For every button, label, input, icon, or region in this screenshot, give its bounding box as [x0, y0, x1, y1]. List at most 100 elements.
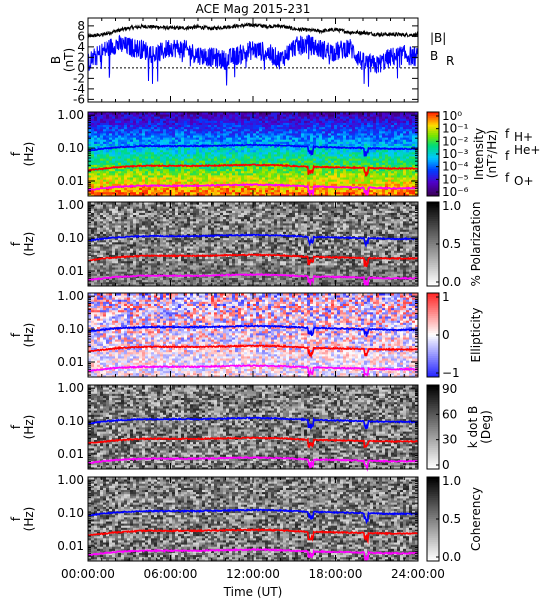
heatmap-cell [94, 124, 98, 128]
heatmap-cell [94, 170, 98, 174]
heatmap-cell [217, 187, 221, 191]
heatmap-cell [187, 162, 191, 165]
heatmap-cell [235, 181, 239, 184]
heatmap-cell [193, 151, 197, 155]
heatmap-cell [193, 189, 197, 193]
heatmap-cell [112, 143, 116, 146]
heatmap-cell [94, 179, 98, 182]
heatmap-cell [226, 137, 230, 140]
heatmap-cell [136, 124, 140, 128]
heatmap-cell [118, 181, 122, 184]
heatmap-cell [97, 139, 101, 142]
heatmap-cell [154, 143, 158, 146]
heatmap-cell [124, 139, 128, 142]
heatmap-cell [130, 162, 134, 165]
heatmap-cell [196, 139, 200, 142]
heatmap-cell [175, 120, 179, 123]
heatmap-cell [112, 147, 116, 151]
heatmap-cell [160, 126, 164, 130]
heatmap-cell [145, 175, 149, 178]
heatmap-cell [214, 193, 218, 197]
heatmap-cell [124, 147, 128, 151]
heatmap-cell [97, 175, 101, 178]
heatmap-cell [124, 193, 128, 197]
heatmap-cell [148, 170, 152, 174]
heatmap-cell [208, 183, 212, 186]
heatmap-cell [193, 170, 197, 174]
heatmap-cell [121, 156, 125, 159]
heatmap-cell [175, 116, 179, 119]
heatmap-cell [148, 147, 152, 151]
heatmap-cell [202, 158, 206, 161]
heatmap-cell [184, 154, 188, 157]
heatmap-cell [103, 137, 107, 140]
heatmap-cell [229, 116, 233, 119]
heatmap-cell [208, 193, 212, 197]
heatmap-cell [193, 139, 197, 142]
heatmap-cell [202, 191, 206, 195]
heatmap-cell [238, 135, 242, 138]
heatmap-cell [136, 177, 140, 180]
heatmap-cell [127, 124, 131, 128]
heatmap-cell [232, 126, 236, 130]
heatmap-cell [130, 133, 134, 136]
heatmap-cell [193, 160, 197, 163]
heatmap-cell [163, 154, 167, 157]
heatmap-cell [181, 133, 185, 136]
heatmap-cell [238, 141, 242, 144]
heatmap-cell [94, 151, 98, 155]
heatmap-cell [94, 160, 98, 163]
heatmap-cell [175, 112, 179, 115]
heatmap-cell [187, 130, 191, 134]
heatmap-cell [226, 122, 230, 125]
heatmap-cell [130, 179, 134, 182]
heatmap-cell [133, 118, 137, 121]
heatmap-cell [181, 126, 185, 130]
heatmap-cell [166, 112, 170, 115]
heatmap-cell [199, 156, 203, 159]
heatmap-cell [229, 185, 233, 188]
heatmap-cell [133, 160, 137, 163]
heatmap-cell [214, 135, 218, 138]
heatmap-cell [208, 162, 212, 165]
heatmap-cell [169, 141, 173, 144]
heatmap-cell [220, 122, 224, 125]
heatmap-cell [187, 124, 191, 128]
heatmap-cell [223, 158, 227, 161]
heatmap-cell [187, 120, 191, 123]
heatmap-cell [202, 187, 206, 191]
heatmap-cell [226, 172, 230, 176]
heatmap-cell [202, 179, 206, 182]
heatmap-cell [175, 149, 179, 153]
heatmap-cell [220, 120, 224, 123]
heatmap-cell [166, 187, 170, 191]
heatmap-cell [100, 179, 104, 182]
heatmap-cell [115, 130, 119, 134]
heatmap-cell [124, 135, 128, 138]
heatmap-cell [157, 175, 161, 178]
heatmap-cell [220, 151, 224, 155]
heatmap-cell [196, 170, 200, 174]
heatmap-cell [208, 189, 212, 193]
heatmap-cell [133, 162, 137, 165]
heatmap-cell [157, 151, 161, 155]
heatmap-cell [97, 135, 101, 138]
heatmap-cell [97, 137, 101, 140]
heatmap-cell [193, 156, 197, 159]
heatmap-cell [181, 168, 185, 172]
heatmap-cell [103, 128, 107, 132]
heatmap-cell [178, 162, 182, 165]
heatmap-cell [181, 120, 185, 123]
heatmap-cell [190, 166, 194, 170]
heatmap-cell [88, 170, 92, 174]
heatmap-cell [151, 158, 155, 161]
heatmap-cell [226, 145, 230, 149]
heatmap-cell [232, 133, 236, 136]
heatmap-cell [181, 114, 185, 117]
heatmap-cell [142, 133, 146, 136]
heatmap-cell [166, 139, 170, 142]
heatmap-cell [214, 130, 218, 134]
heatmap-cell [103, 145, 107, 149]
heatmap-cell [235, 135, 239, 138]
heatmap-cell [115, 112, 119, 115]
